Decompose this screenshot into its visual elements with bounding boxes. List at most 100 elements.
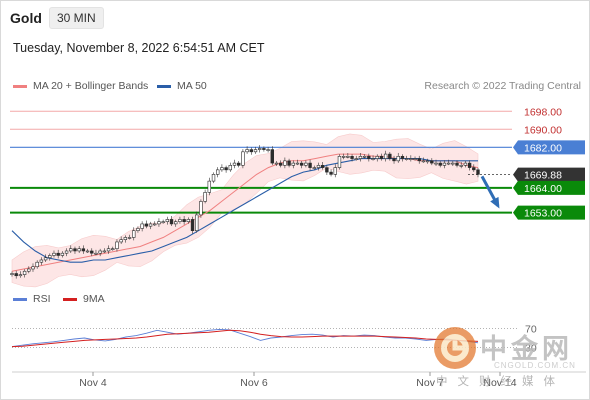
- candle-body: [56, 252, 60, 256]
- rsi-level-label: 70: [525, 323, 537, 335]
- candle-body: [216, 169, 220, 175]
- candle-body: [413, 158, 417, 160]
- candle-body: [295, 162, 300, 165]
- candle-body: [52, 252, 56, 256]
- candle-body: [157, 221, 161, 225]
- forecast-arrow: [480, 175, 500, 209]
- candle-body: [220, 167, 224, 171]
- candle-body: [333, 167, 337, 175]
- rsi-line: [11, 328, 479, 348]
- x-axis: Nov 4 Nov 6 Nov 7 Nov 14: [12, 371, 586, 389]
- candle-body: [73, 248, 77, 252]
- candle-body: [421, 160, 426, 163]
- candle-body: [245, 149, 249, 153]
- candle-body: [392, 158, 396, 162]
- level-label-tag: [513, 180, 585, 195]
- candle-body: [367, 156, 371, 159]
- candle-body: [434, 162, 438, 165]
- candle-body: [90, 250, 94, 254]
- legend-9ma-label: 9MA: [83, 293, 105, 305]
- candle-body: [308, 162, 312, 168]
- candle-body: [119, 239, 123, 243]
- candle-body: [291, 162, 295, 166]
- candle-body: [211, 174, 216, 182]
- rsi-level-label: 30: [525, 343, 537, 355]
- candle-body: [472, 167, 476, 171]
- candle-body: [165, 219, 170, 222]
- candle-body: [451, 162, 455, 165]
- bollinger-band: [11, 133, 479, 288]
- candle-body: [463, 162, 468, 166]
- candle-body: [283, 160, 287, 166]
- candle-body: [136, 228, 140, 231]
- level-label-text: 1698.00: [524, 106, 562, 118]
- candle-body: [43, 257, 48, 261]
- credit: Research © 2022 Trading Central: [424, 80, 581, 92]
- candle-body: [27, 268, 31, 272]
- candle-body: [224, 167, 228, 171]
- level-label-tag: [513, 140, 585, 155]
- level-label-text: 1653.00: [524, 208, 562, 220]
- candle-body: [249, 149, 253, 153]
- candle-body: [257, 148, 262, 150]
- legend-9ma: 9MA: [63, 293, 105, 305]
- level-label-text: 1682.00: [524, 142, 562, 154]
- candle-body: [48, 255, 52, 259]
- candle-body: [383, 153, 388, 159]
- level-lines: [10, 110, 512, 214]
- candle-body: [325, 167, 329, 173]
- candle-body: [346, 156, 350, 158]
- candle-body: [350, 156, 354, 159]
- timestamp: Tuesday, November 8, 2022 6:54:51 AM CET: [13, 41, 265, 55]
- candle-body: [274, 162, 279, 165]
- candle-body: [312, 167, 316, 169]
- candles: [10, 145, 480, 279]
- candle-body: [81, 248, 86, 252]
- candle-body: [237, 162, 241, 166]
- candle-body: [35, 261, 39, 268]
- level-label-text: 1664.00: [524, 183, 562, 195]
- candle-body: [467, 162, 472, 168]
- level-label-1669.88: 1669.88: [513, 167, 585, 182]
- candle-body: [161, 221, 165, 223]
- rsi-ma-line: [11, 329, 479, 348]
- candle-body: [207, 180, 212, 193]
- legend-ma-bb-label: MA 20 + Bollinger Bands: [33, 80, 149, 92]
- candle-body: [174, 221, 178, 225]
- candle-body: [337, 156, 342, 168]
- timeframe-button[interactable]: 30 MIN: [49, 7, 104, 29]
- candle-body: [400, 156, 405, 159]
- candle-body: [278, 162, 283, 166]
- candle-body: [190, 219, 195, 231]
- candle-body: [329, 171, 333, 175]
- watermark: 中金网 CNGOLD.COM.CN 中文财经媒体: [432, 325, 582, 393]
- ma50-line: [11, 158, 478, 263]
- candle-body: [417, 158, 421, 162]
- x-tick-label: Nov 4: [79, 377, 107, 389]
- candle-body: [430, 160, 434, 164]
- candle-body: [459, 165, 463, 167]
- level-label-tag: [513, 205, 585, 220]
- candle-body: [341, 156, 346, 158]
- legend-ma50: MA 50: [157, 80, 207, 92]
- candle-body: [123, 237, 128, 240]
- candle-body: [69, 248, 73, 252]
- candle-body: [446, 162, 451, 165]
- symbol-title: Gold: [10, 10, 42, 26]
- candle-body: [299, 162, 304, 166]
- candle-body: [111, 248, 115, 251]
- candle-body: [455, 162, 459, 166]
- watermark-tagline: 中文财经媒体: [436, 374, 565, 388]
- forecast-arrow-head: [490, 196, 500, 209]
- candle-body: [18, 274, 23, 277]
- candle-body: [39, 259, 44, 263]
- candle-body: [358, 156, 363, 159]
- candle-body: [64, 250, 69, 254]
- candle-body: [362, 156, 367, 158]
- candle-body: [476, 169, 480, 175]
- candle-body: [253, 149, 258, 153]
- candle-body: [379, 156, 384, 159]
- bollinger-band-area: [11, 133, 479, 288]
